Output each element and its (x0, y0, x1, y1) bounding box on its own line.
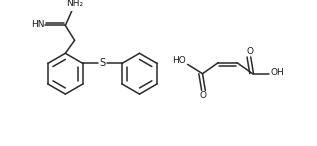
Text: HN: HN (31, 20, 44, 29)
Text: NH₂: NH₂ (66, 0, 83, 8)
Text: HO: HO (172, 56, 186, 65)
Text: OH: OH (271, 68, 284, 77)
Text: S: S (99, 59, 106, 68)
Text: O: O (199, 91, 206, 100)
Text: O: O (246, 47, 253, 56)
